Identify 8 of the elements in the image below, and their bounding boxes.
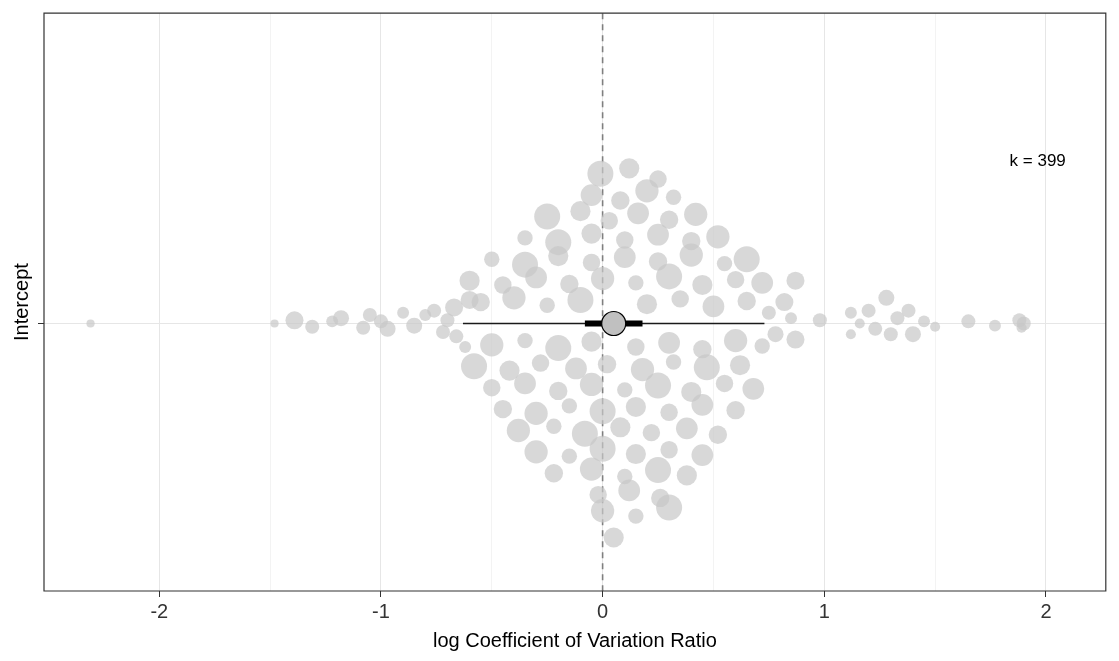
x-tick-label: 1 [818, 599, 830, 622]
x-tick-label: 2 [1040, 599, 1052, 622]
x-tick-label: 0 [597, 599, 609, 622]
x-tick-label: -2 [150, 599, 169, 622]
x-tick-label: -1 [372, 599, 390, 622]
x-axis-title: log Coefficient of Variation Ratio [432, 628, 717, 651]
annotation: k = 399 [1009, 150, 1066, 170]
y-axis-title: Intercept [9, 262, 32, 342]
